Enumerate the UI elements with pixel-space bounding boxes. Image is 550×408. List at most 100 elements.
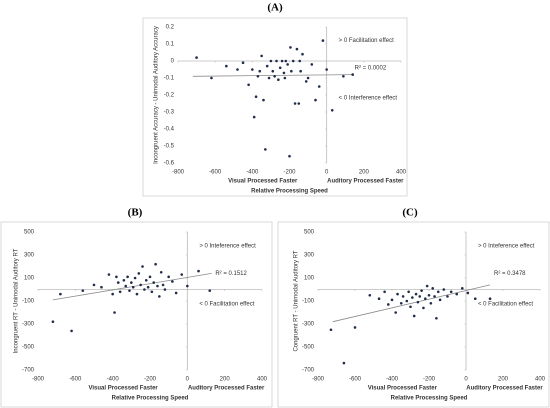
point: [265, 64, 269, 68]
point: [329, 328, 333, 332]
y-tick-label: -700: [302, 368, 315, 374]
y-tick-label: 0.2: [166, 25, 175, 31]
point: [115, 275, 118, 279]
point: [186, 284, 189, 288]
point: [163, 288, 167, 291]
y-tick-label: 100: [304, 276, 315, 282]
point: [252, 115, 256, 119]
point: [377, 297, 381, 301]
y-tick-label: -0.5: [164, 144, 175, 150]
point: [330, 109, 334, 112]
y-axis-title: Incongruent RT - Unimodal Auditory RT: [14, 248, 20, 353]
y-tick-label: 500: [304, 230, 315, 236]
point: [156, 284, 159, 288]
point: [351, 73, 354, 76]
point: [425, 284, 429, 288]
point: [396, 292, 399, 296]
y-tick-label: -500: [22, 345, 35, 351]
point: [466, 291, 470, 295]
point: [291, 59, 295, 63]
x-sublabel: Auditory Processed Faster: [466, 386, 543, 392]
point: [128, 289, 131, 292]
point: [258, 69, 262, 73]
point: [414, 292, 418, 296]
point: [269, 59, 273, 63]
point: [130, 281, 133, 284]
point: [310, 63, 314, 66]
point: [144, 279, 148, 282]
point: [321, 39, 325, 42]
point: [435, 316, 438, 320]
point: [126, 275, 129, 279]
point: [264, 148, 267, 151]
trendline: [192, 74, 353, 77]
point: [394, 311, 398, 314]
x-tick-label: 400: [396, 170, 407, 176]
point: [141, 265, 144, 268]
x-tick-label: -400: [246, 170, 259, 176]
panel-label: (C): [402, 207, 418, 219]
point: [148, 275, 152, 279]
point: [100, 285, 103, 289]
point: [111, 292, 114, 296]
x-tick-label: 400: [535, 377, 546, 383]
point: [267, 76, 271, 80]
x-tick-label: 200: [359, 170, 370, 176]
point: [293, 102, 297, 105]
panel-label: (B): [128, 207, 143, 219]
y-tick-label: 100: [24, 276, 35, 282]
point: [411, 296, 414, 299]
x-tick-label: 200: [498, 377, 509, 383]
x-tick-label: -200: [283, 170, 296, 176]
x-tick-label: -400: [386, 377, 399, 383]
point: [278, 66, 282, 70]
point: [429, 302, 433, 305]
point: [118, 290, 122, 294]
point: [273, 75, 276, 78]
point: [427, 293, 431, 297]
y-axis-title: Congruent RT - Unimodal Auditory RT: [294, 250, 300, 351]
point: [433, 295, 436, 298]
y-tick-label: -100: [302, 299, 315, 305]
annotation: > 0 Inteference effect: [199, 243, 256, 249]
point: [131, 285, 135, 289]
point: [283, 76, 287, 80]
point: [442, 288, 446, 291]
point: [174, 291, 178, 295]
point: [405, 299, 409, 303]
point: [251, 68, 254, 71]
point: [92, 283, 96, 287]
y-tick-label: -0.2: [164, 93, 175, 99]
point: [424, 297, 427, 301]
point: [158, 295, 161, 298]
point: [152, 281, 156, 284]
x-tick-label: -800: [312, 377, 325, 383]
x-tick-label: -800: [32, 377, 45, 383]
point: [197, 269, 200, 273]
point: [59, 292, 62, 296]
point: [133, 276, 137, 280]
point: [401, 295, 405, 298]
x-tick-label: 200: [220, 377, 231, 383]
annotation: < 0 Facilitation effect: [199, 301, 254, 307]
point: [167, 275, 170, 279]
x-sublabel: Auditory Processed Faster: [327, 179, 404, 185]
point: [314, 98, 317, 102]
point: [70, 329, 73, 333]
x-tick-label: 400: [257, 377, 268, 383]
point: [51, 320, 55, 324]
x-axis-title: Relative Processing Speed: [391, 396, 468, 402]
point: [399, 302, 403, 305]
annotation: < 0 Facilitation effect: [478, 301, 533, 307]
point: [420, 289, 423, 292]
point: [325, 68, 328, 71]
annotation: < 0 Interference effect: [339, 95, 398, 101]
x-tick-label: 0: [464, 377, 468, 383]
point: [254, 95, 258, 98]
point: [81, 289, 85, 292]
point: [225, 64, 228, 68]
annotation: R² = 0.3478: [494, 271, 526, 277]
point: [488, 297, 492, 301]
point: [412, 314, 416, 318]
y-tick-label: 300: [24, 253, 35, 259]
